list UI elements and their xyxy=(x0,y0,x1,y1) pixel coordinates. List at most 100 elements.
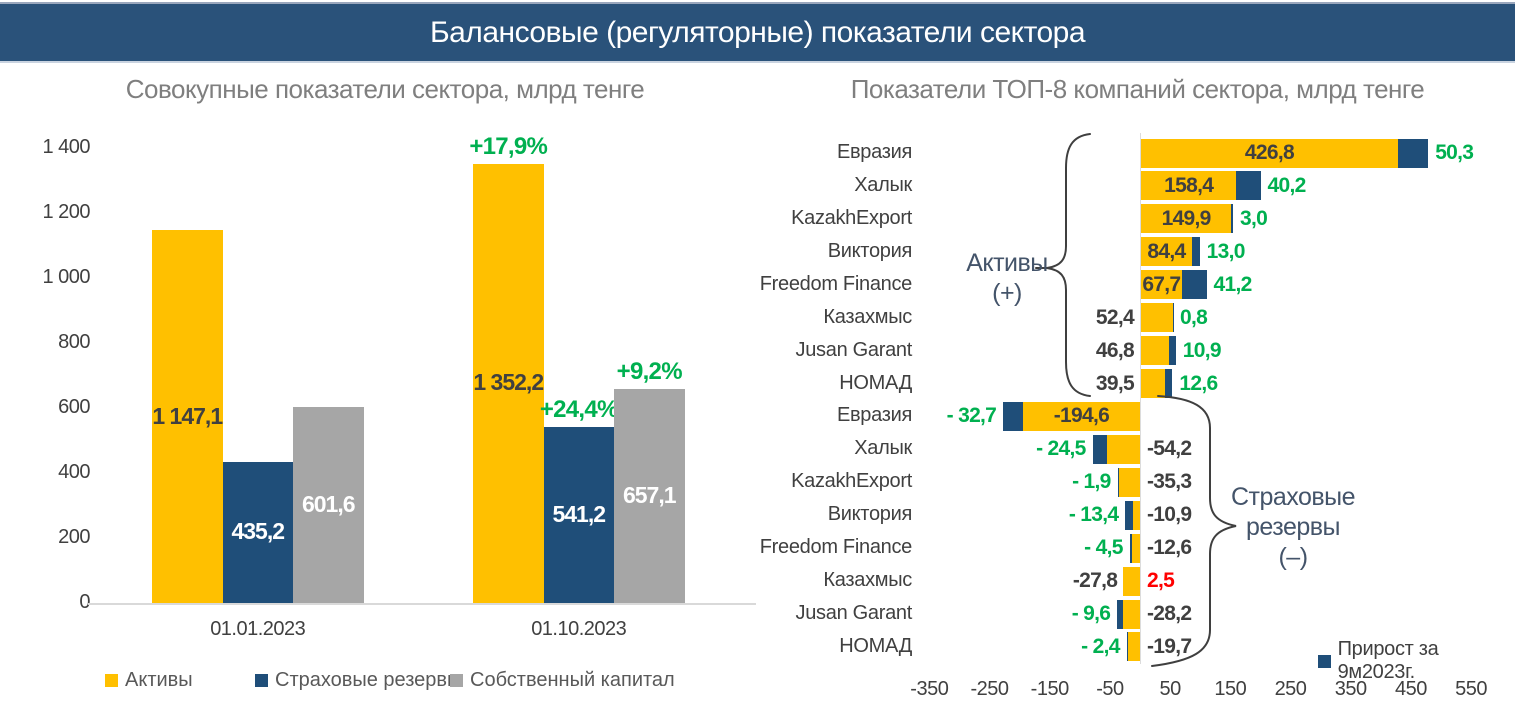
bar-segment xyxy=(1141,303,1173,333)
growth-legend-label: Прирост за 9м2023г. xyxy=(1337,638,1439,683)
legend-item: Активы xyxy=(105,669,193,692)
bar-value-label: -54,2 xyxy=(1147,437,1192,461)
growth-bar-segment xyxy=(1117,467,1119,497)
bar-segment xyxy=(152,230,223,603)
growth-label: +9,2% xyxy=(616,358,683,386)
bar-value-label: -27,8 xyxy=(1072,569,1118,593)
y-tick-label: 200 xyxy=(58,526,90,548)
legend-item: Собственный капитал xyxy=(450,669,675,692)
bar-value-label: 541,2 xyxy=(552,501,606,528)
x-category-label: 01.10.2023 xyxy=(531,618,627,640)
category-label: НОМАД xyxy=(839,371,912,394)
growth-label: +17,9% xyxy=(469,132,548,160)
y-tick-label: 800 xyxy=(58,331,90,353)
bar-value-label: 84,4 xyxy=(1147,239,1186,263)
page-title: Балансовые (регуляторные) показатели сек… xyxy=(429,15,1086,49)
growth-label: - 13,4 xyxy=(1068,503,1119,527)
bar-value-label: -194,6 xyxy=(1053,404,1110,428)
x-axis-line xyxy=(88,603,756,605)
category-label: Jusan Garant xyxy=(795,338,913,361)
bar-value-label: -28,2 xyxy=(1147,602,1192,626)
bar-value-label: 1 147,1 xyxy=(152,402,223,429)
category-label: Евразия xyxy=(836,141,912,163)
bar-segment xyxy=(1141,204,1232,234)
reserves-group-label-line3: (–) xyxy=(1278,543,1308,571)
bar-segment xyxy=(1141,270,1182,300)
bar-segment xyxy=(1141,237,1192,267)
x-tick-label: 350 xyxy=(1334,678,1367,700)
growth-label: - 9,6 xyxy=(1071,602,1111,626)
bar-segment xyxy=(1022,401,1140,431)
bar-segment xyxy=(1141,369,1165,399)
category-label: Виктория xyxy=(827,503,913,526)
bar-segment xyxy=(1141,171,1237,201)
growth-bar-segment xyxy=(1181,270,1207,300)
bar-value-label: 39,5 xyxy=(1095,371,1135,395)
growth-label: - 32,7 xyxy=(946,404,997,428)
assets-group-label: Активы (+) xyxy=(942,248,1072,308)
x-tick-label: -150 xyxy=(1030,678,1070,700)
x-category-label: 01.01.2023 xyxy=(210,618,306,640)
category-label: KazakhExport xyxy=(791,206,912,229)
growth-label: 12,6 xyxy=(1179,371,1218,395)
category-label: Freedom Finance xyxy=(759,536,913,559)
bar-value-label: 1 352,2 xyxy=(473,369,544,396)
bar-value-label: 46,8 xyxy=(1095,338,1135,362)
y-tick-label: 600 xyxy=(58,396,90,418)
legend-label: Активы xyxy=(125,669,193,691)
bar-segment xyxy=(293,407,364,603)
category-label: Халык xyxy=(854,437,912,460)
zero-axis-line xyxy=(1140,133,1141,664)
x-tick-label: -50 xyxy=(1096,678,1124,700)
bar-value-label: 158,4 xyxy=(1164,173,1214,197)
growth-label: - 4,5 xyxy=(1084,536,1123,560)
bar-value-label: 67,7 xyxy=(1142,272,1181,296)
growth-label: 13,0 xyxy=(1206,239,1246,263)
x-tick-label: 150 xyxy=(1214,678,1247,700)
bar-segment xyxy=(1123,599,1140,629)
bar-segment xyxy=(1133,500,1140,530)
bar-segment xyxy=(1107,434,1140,464)
bar-segment xyxy=(1132,533,1140,563)
category-label: Freedom Finance xyxy=(759,272,913,295)
assets-group-label-line1: Активы xyxy=(966,249,1048,277)
y-tick-label: 1 400 xyxy=(42,136,90,158)
growth-bar-segment xyxy=(1191,237,1200,267)
growth-bar-segment xyxy=(1397,138,1429,168)
growth-label: - 1,9 xyxy=(1072,470,1111,494)
x-tick-label: 550 xyxy=(1455,678,1488,700)
category-label: Виктория xyxy=(827,239,913,262)
category-label: Jusan Garant xyxy=(795,602,913,625)
y-tick-label: 0 xyxy=(79,591,90,613)
growth-bar-segment xyxy=(1231,204,1234,234)
y-tick-label: 400 xyxy=(58,461,90,483)
x-tick-label: 250 xyxy=(1274,678,1307,700)
bar-value-label: 426,8 xyxy=(1244,141,1295,164)
bar-segment xyxy=(1123,566,1140,596)
bar-segment xyxy=(614,389,685,603)
bar-value-label: -19,7 xyxy=(1147,634,1192,658)
category-label: Евразия xyxy=(836,404,912,427)
legend-item: Страховые резервы xyxy=(255,669,461,692)
growth-bar-segment xyxy=(1003,401,1023,431)
reserves-group-label-line1: Страховые xyxy=(1230,483,1356,511)
y-tick-label: 1 000 xyxy=(42,266,90,288)
growth-label: - 2,4 xyxy=(1081,634,1120,658)
bar-value-label: 52,4 xyxy=(1095,305,1135,329)
bar-segment xyxy=(1118,467,1140,497)
bar-segment xyxy=(222,461,293,603)
bar-value-label: 601,6 xyxy=(301,491,356,518)
growth-label: 3,0 xyxy=(1240,206,1268,230)
growth-label: 2,5 xyxy=(1147,569,1175,593)
bar-value-label: 435,2 xyxy=(231,518,285,545)
growth-label: - 24,5 xyxy=(1036,437,1086,461)
left-chart-title: Совокупные показатели сектора, млрд тенг… xyxy=(125,74,645,104)
growth-bar-segment xyxy=(1169,336,1176,366)
assets-group-label-line2: (+) xyxy=(992,279,1022,307)
growth-bar-segment xyxy=(1125,500,1134,530)
growth-label: 41,2 xyxy=(1213,272,1253,296)
growth-bar-segment xyxy=(1164,369,1173,399)
